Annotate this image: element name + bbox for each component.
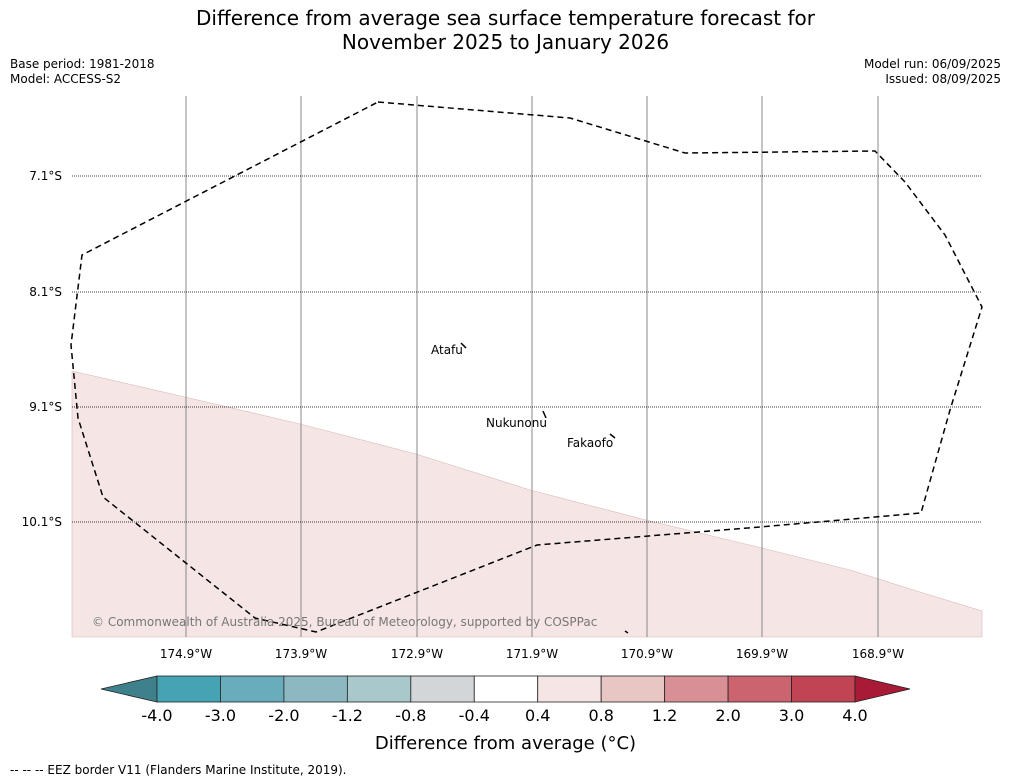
parallel-lines <box>72 175 982 523</box>
colorbar-tick-label: 1.2 <box>651 706 678 725</box>
colorbar-segment <box>220 675 285 703</box>
colorbar-segment <box>283 675 348 703</box>
colorbar-segment <box>791 675 856 703</box>
colorbar-segment <box>346 675 412 703</box>
colorbar-tick-label: 4.0 <box>842 706 868 725</box>
latitude-label-10-1: 10.1°S <box>21 515 62 529</box>
longitude-label-172-9: 172.9°W <box>390 647 444 661</box>
latitude-label-7-1: 7.1°S <box>29 169 62 183</box>
colorbar-tick-label: 3.0 <box>778 706 805 725</box>
colorbar-segment <box>727 675 792 703</box>
colorbar-tick-label: -4.0 <box>141 706 173 725</box>
longitude-label-174-9: 174.9°W <box>159 647 213 661</box>
colorbar-segment <box>537 675 602 703</box>
meridian-lines <box>185 96 879 637</box>
colorbar-title: Difference from average (°C) <box>374 733 637 754</box>
colorbar-segment <box>156 675 221 703</box>
colorbar-segment <box>410 675 475 703</box>
colorbar-tick-label: -0.8 <box>395 706 427 725</box>
eez-border <box>70 101 983 633</box>
copyright-text: © Commonwealth of Australia 2025, Bureau… <box>92 615 597 629</box>
place-label-nukunonu: Nukunonu <box>486 416 547 430</box>
map-title-line2: November 2025 to January 2026 <box>341 30 670 54</box>
anomaly-shaded-area <box>71 370 983 638</box>
colorbar-segment <box>600 675 666 703</box>
colorbar-segment <box>664 675 729 703</box>
atafu-island-marker <box>460 342 467 349</box>
place-label-atafu: Atafu <box>431 343 463 357</box>
run-info: Model run: 06/09/2025 Issued: 08/09/2025 <box>864 57 1001 87</box>
fakaofo-island-marker <box>609 433 616 439</box>
colorbar-segment <box>473 675 539 703</box>
colorbar-low-extension <box>100 675 158 703</box>
latitude-label-9-1: 9.1°S <box>29 400 62 414</box>
longitude-label-170-9: 170.9°W <box>620 647 674 661</box>
map-title-line1: Difference from average sea surface temp… <box>195 6 815 30</box>
nukunonu-island-marker <box>542 410 547 419</box>
colorbar <box>100 675 911 703</box>
longitude-label-169-9: 169.9°W <box>735 647 789 661</box>
colorbar-tick-label: -0.4 <box>458 706 490 725</box>
base-period-label: Base period: 1981-2018 <box>10 57 155 71</box>
colorbar-tick-label: 0.8 <box>588 706 614 725</box>
place-label-fakaofo: Fakaofo <box>567 436 613 450</box>
model-info: Base period: 1981-2018 Model: ACCESS-S2 <box>10 57 155 87</box>
colorbar-tick-label: -2.0 <box>268 706 300 725</box>
colorbar-tick-label: -3.0 <box>204 706 237 725</box>
colorbar-tick-label: 2.0 <box>715 706 741 725</box>
colorbar-tick-label: 0.4 <box>524 706 551 725</box>
model-run-label: Model run: 06/09/2025 <box>863 57 1001 71</box>
issued-label: Issued: 08/09/2025 <box>885 72 1001 86</box>
colorbar-high-extension <box>854 675 911 703</box>
small-island-marker <box>624 630 629 634</box>
eez-footnote: -- -- -- EEZ border V11 (Flanders Marine… <box>10 763 347 777</box>
colorbar-tick-label: -1.2 <box>331 706 363 725</box>
latitude-label-8-1: 8.1°S <box>29 285 62 299</box>
longitude-label-171-9: 171.9°W <box>505 647 559 661</box>
longitude-label-173-9: 173.9°W <box>274 647 328 661</box>
map-title: Difference from average sea surface temp… <box>0 6 1011 54</box>
model-label: Model: ACCESS-S2 <box>10 72 122 86</box>
longitude-label-168-9: 168.9°W <box>851 647 905 661</box>
